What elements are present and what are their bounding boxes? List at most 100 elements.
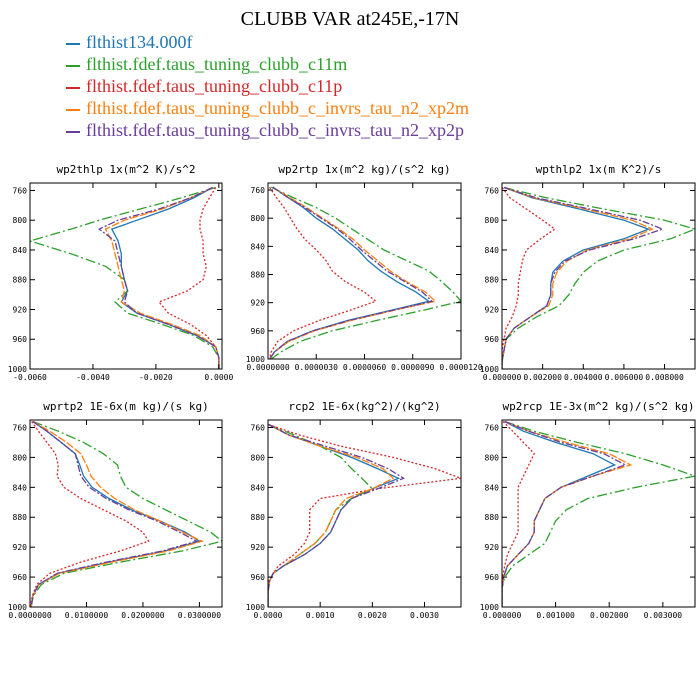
legend: flthist134.000f flthist.fdef.taus_tuning… bbox=[66, 31, 469, 141]
y-tick-label: 840 bbox=[485, 246, 500, 255]
x-tick-label: 0.0030 bbox=[410, 611, 439, 620]
y-tick-label: 800 bbox=[13, 453, 28, 462]
legend-label: flthist.fdef.taus_tuning_clubb_c11m bbox=[86, 54, 348, 74]
series-line bbox=[30, 421, 150, 607]
y-tick-label: 1000 bbox=[246, 355, 265, 364]
legend-swatch bbox=[66, 64, 80, 67]
series-line bbox=[30, 186, 220, 369]
legend-item: flthist134.000f bbox=[66, 31, 469, 53]
y-tick-label: 760 bbox=[251, 186, 266, 195]
x-tick-label: 0.0100000 bbox=[65, 611, 109, 620]
series-line bbox=[502, 186, 665, 369]
plot-frame bbox=[267, 182, 462, 360]
y-tick-label: 800 bbox=[251, 214, 266, 223]
series-line bbox=[97, 186, 220, 369]
y-tick-label: 840 bbox=[251, 483, 266, 492]
plot-frame bbox=[501, 182, 696, 370]
y-tick-label: 800 bbox=[251, 453, 266, 462]
legend-label: flthist.fdef.taus_tuning_clubb_c_invrs_t… bbox=[86, 98, 469, 118]
x-tick-label: 0.002000 bbox=[590, 611, 629, 620]
series-line bbox=[30, 420, 205, 607]
legend-item: flthist.fdef.taus_tuning_clubb_c11m bbox=[66, 53, 469, 75]
plot-frame bbox=[29, 182, 223, 370]
y-tick-label: 800 bbox=[13, 216, 28, 225]
subplot: wpthlp2 1x(m K^2)/s 760 800 840 880 920 960 100… bbox=[480, 163, 696, 382]
plot-frame bbox=[29, 419, 223, 608]
y-tick-label: 1000 bbox=[480, 603, 499, 612]
series-line bbox=[268, 423, 461, 607]
series-line bbox=[502, 420, 633, 607]
y-tick-label: 840 bbox=[13, 246, 28, 255]
series-group bbox=[268, 423, 461, 607]
series-line bbox=[268, 423, 374, 607]
series-line bbox=[270, 186, 461, 359]
y-tick-label: 1000 bbox=[8, 603, 27, 612]
x-tick-label: 0.0000030 bbox=[295, 363, 339, 372]
x-tick-label: 0.003000 bbox=[644, 611, 683, 620]
y-tick-label: 920 bbox=[13, 543, 28, 552]
legend-swatch bbox=[66, 130, 80, 133]
y-tick-label: 880 bbox=[485, 513, 500, 522]
x-tick-label: 0.008000 bbox=[645, 373, 684, 382]
series-line bbox=[502, 420, 617, 607]
y-tick-label: 840 bbox=[251, 242, 266, 251]
subplot-title: wp2thlp 1x(m^2 K)/s^2 bbox=[56, 163, 195, 176]
y-tick-label: 760 bbox=[485, 423, 500, 432]
subplot: wprtp2 1E-6x(m kg)/(s kg) 760 800 840 880 920… bbox=[8, 400, 223, 620]
series-line bbox=[502, 187, 556, 369]
y-tick-label: 920 bbox=[485, 543, 500, 552]
series-group bbox=[30, 420, 222, 607]
y-tick-label: 960 bbox=[485, 335, 500, 344]
y-tick-label: 960 bbox=[13, 335, 28, 344]
plot-frame bbox=[501, 419, 696, 608]
series-line bbox=[110, 186, 220, 369]
y-tick-label: 800 bbox=[485, 216, 500, 225]
subplot-title: wp2rtp 1x(m^2 kg)/(s^2 kg) bbox=[278, 163, 450, 176]
y-tick-label: 880 bbox=[13, 513, 28, 522]
legend-label: flthist.fdef.taus_tuning_clubb_c_invrs_t… bbox=[86, 120, 464, 140]
series-line bbox=[268, 423, 406, 607]
subplot: wp2thlp 1x(m^2 K)/s^2 760 800 840 880 920 960 1… bbox=[8, 163, 234, 382]
series-line bbox=[502, 420, 627, 607]
y-tick-label: 760 bbox=[251, 423, 266, 432]
series-group bbox=[502, 420, 695, 607]
x-tick-label: 0.0000000 bbox=[246, 363, 290, 372]
legend-swatch bbox=[66, 42, 80, 45]
x-tick-label: 0.0000 bbox=[254, 611, 283, 620]
y-tick-label: 840 bbox=[485, 483, 500, 492]
y-tick-label: 920 bbox=[251, 543, 266, 552]
x-tick-label: 0.006000 bbox=[605, 373, 644, 382]
y-tick-label: 760 bbox=[485, 186, 500, 195]
x-tick-label: 0.0000090 bbox=[391, 363, 435, 372]
legend-label: flthist134.000f bbox=[86, 32, 193, 52]
y-tick-label: 960 bbox=[251, 573, 266, 582]
x-tick-label: 0.0200000 bbox=[121, 611, 165, 620]
y-tick-label: 920 bbox=[485, 305, 500, 314]
x-tick-label: -0.0020 bbox=[139, 373, 173, 382]
subplot: wp2rcp 1E-3x(m^2 kg)/(s^2 kg) 760 800 840 88… bbox=[480, 400, 696, 620]
x-tick-label: 0.004000 bbox=[564, 373, 603, 382]
y-tick-label: 960 bbox=[13, 573, 28, 582]
x-tick-label: -0.0060 bbox=[13, 373, 47, 382]
y-tick-label: 960 bbox=[251, 327, 266, 336]
series-line bbox=[268, 186, 378, 359]
series-group bbox=[268, 186, 461, 359]
y-tick-label: 880 bbox=[251, 513, 266, 522]
y-tick-label: 800 bbox=[485, 453, 500, 462]
series-line bbox=[104, 186, 220, 369]
x-tick-label: 0.0000000 bbox=[8, 611, 52, 620]
series-line bbox=[502, 421, 535, 607]
legend-label: flthist.fdef.taus_tuning_clubb_c11p bbox=[86, 76, 343, 96]
legend-swatch bbox=[66, 108, 80, 111]
x-tick-label: 0.0000 bbox=[204, 373, 233, 382]
subplot: rcp2 1E-6x(kg^2)/(kg^2) 760 800 840 880 920 96… bbox=[246, 400, 462, 620]
subplot-title: wprtp2 1E-6x(m kg)/(s kg) bbox=[43, 400, 209, 413]
y-tick-label: 760 bbox=[13, 186, 28, 195]
subplot: wp2rtp 1x(m^2 kg)/(s^2 kg) 760 800 840 880 92… bbox=[246, 163, 483, 372]
series-line bbox=[269, 186, 437, 359]
y-tick-label: 920 bbox=[13, 305, 28, 314]
x-tick-label: 0.001000 bbox=[536, 611, 575, 620]
x-tick-label: 0.000000 bbox=[483, 373, 522, 382]
series-line bbox=[157, 187, 220, 369]
